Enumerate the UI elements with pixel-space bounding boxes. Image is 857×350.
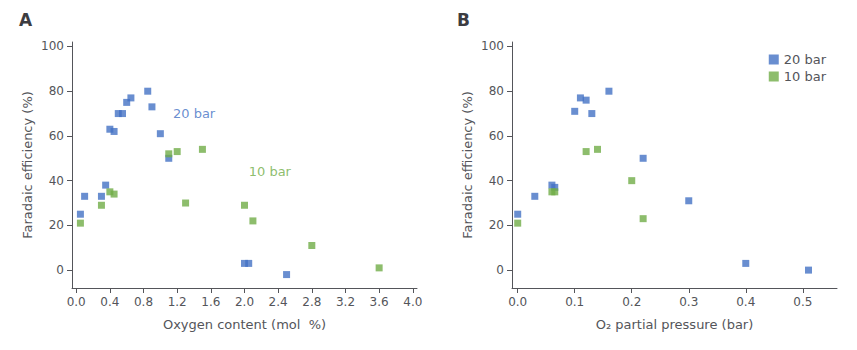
svg-text:0.5: 0.5: [793, 295, 812, 309]
svg-text:60: 60: [49, 129, 64, 143]
svg-text:20 bar: 20 bar: [784, 52, 827, 67]
svg-text:1.6: 1.6: [201, 295, 220, 309]
svg-text:1.2: 1.2: [168, 295, 187, 309]
svg-text:2.4: 2.4: [269, 295, 288, 309]
svg-text:20: 20: [489, 218, 504, 232]
svg-text:40: 40: [49, 174, 64, 188]
svg-text:0.0: 0.0: [67, 295, 86, 309]
svg-text:100: 100: [41, 39, 64, 53]
svg-text:20: 20: [49, 218, 64, 232]
svg-text:0.1: 0.1: [565, 295, 584, 309]
svg-text:3.2: 3.2: [336, 295, 355, 309]
svg-text:4.0: 4.0: [403, 295, 422, 309]
svg-text:Faradaic efficiency (%): Faradaic efficiency (%): [460, 91, 475, 239]
svg-text:60: 60: [489, 129, 504, 143]
svg-text:Faradaic efficiency (%): Faradaic efficiency (%): [20, 91, 35, 239]
svg-text:2.8: 2.8: [302, 295, 321, 309]
svg-text:3.6: 3.6: [370, 295, 389, 309]
svg-text:20 bar: 20 bar: [173, 106, 216, 121]
svg-text:2.0: 2.0: [235, 295, 254, 309]
svg-text:Oxygen content (mol %): Oxygen content (mol %): [163, 317, 326, 332]
svg-text:80: 80: [489, 84, 504, 98]
svg-text:0.0: 0.0: [508, 295, 527, 309]
svg-text:0: 0: [56, 263, 64, 277]
svg-text:0.2: 0.2: [622, 295, 641, 309]
svg-text:0.4: 0.4: [736, 295, 755, 309]
svg-text:10 bar: 10 bar: [249, 164, 292, 179]
svg-text:100: 100: [481, 39, 504, 53]
svg-text:0.3: 0.3: [679, 295, 698, 309]
svg-text:0.8: 0.8: [134, 295, 153, 309]
svg-text:0.4: 0.4: [100, 295, 119, 309]
svg-text:10 bar: 10 bar: [784, 69, 827, 84]
svg-text:A: A: [19, 10, 33, 30]
svg-text:80: 80: [49, 84, 64, 98]
svg-text:0: 0: [496, 263, 504, 277]
svg-text:B: B: [457, 10, 470, 30]
svg-text:O₂ partial pressure (bar): O₂ partial pressure (bar): [596, 317, 754, 332]
svg-text:40: 40: [489, 174, 504, 188]
